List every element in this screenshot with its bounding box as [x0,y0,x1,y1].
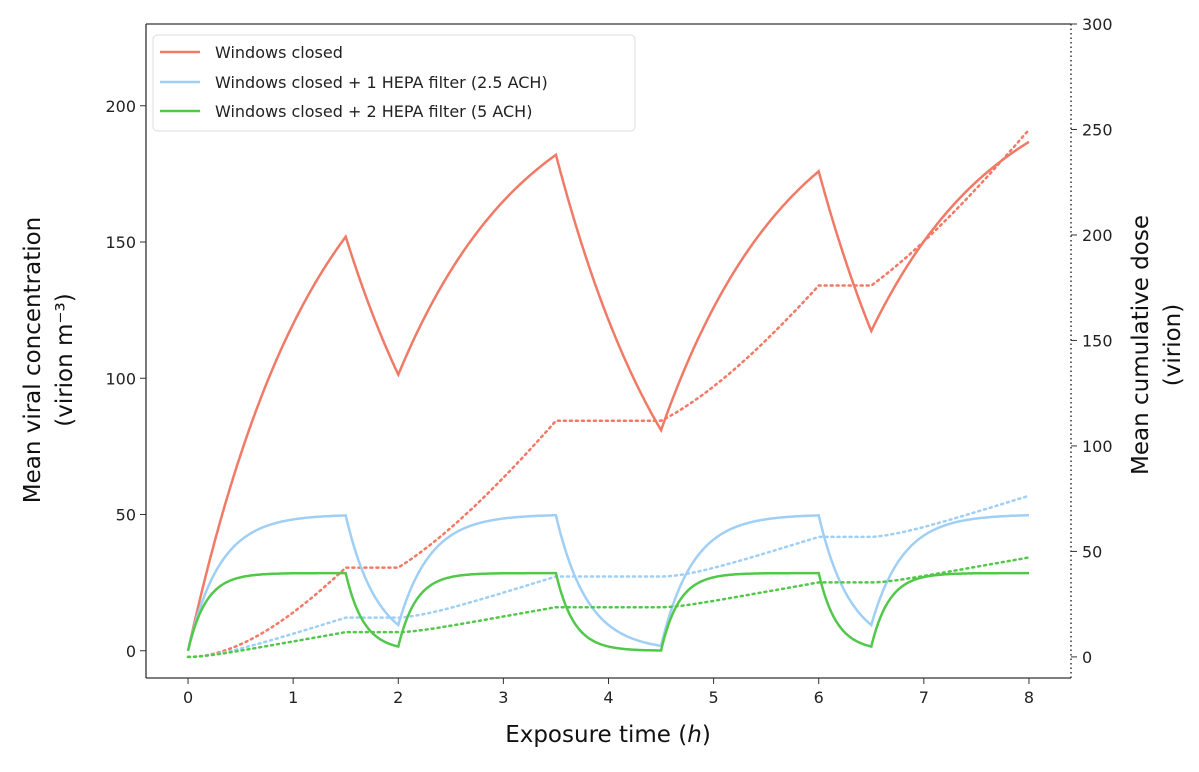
y-axis-left-label-line2: (virion m⁻³) [52,293,78,427]
y-axis-right-label-line2: (virion) [1160,304,1186,386]
ticks: 0 1 2 3 4 5 6 7 8 0 50 100 150 200 0 50 100 150 200 250 300 [105,15,1112,707]
legend-label-1-hepa: Windows closed + 1 HEPA filter (2.5 ACH) [215,73,548,92]
x-tick-label: 5 [709,688,719,707]
series-concentration-line-2 [186,571,1029,652]
y-left-tick-label: 50 [116,506,136,525]
x-tick-label: 2 [393,688,403,707]
series-dose-line-1 [186,494,1031,659]
x-tick-label: 4 [603,688,613,707]
x-tick-label: 7 [919,688,929,707]
y-right-tick-label: 200 [1082,226,1113,245]
x-tick-label: 3 [498,688,508,707]
y-right-tick-label: 50 [1082,542,1102,561]
y-right-tick-label: 250 [1082,120,1113,139]
y-axis-left-label-line1: Mean viral concentration [20,217,46,504]
legend-box [152,34,636,132]
legend-label-2-hepa: Windows closed + 2 HEPA filter (5 ACH) [215,102,532,121]
y-axis-right-label-line1: Mean cumulative dose [1128,215,1154,475]
legend-label-windows-closed: Windows closed [215,43,343,62]
x-axis-label: Exposure time (h) [505,722,711,748]
x-tick-label: 1 [288,688,298,707]
plot-area [186,128,1031,659]
y-left-tick-label: 0 [126,642,136,661]
legend: Windows closed Windows closed + 1 HEPA f… [152,34,636,132]
y-right-tick-label: 0 [1082,648,1092,667]
x-tick-label: 8 [1024,688,1034,707]
x-tick-label: 0 [183,688,193,707]
y-left-tick-label: 150 [105,233,136,252]
y-right-tick-label: 150 [1082,331,1113,350]
series-concentration-line-1 [186,514,1029,652]
series-dose-line-2 [186,556,1031,659]
series-concentration-line-0 [186,140,1030,652]
x-tick-label: 6 [814,688,824,707]
y-left-tick-label: 100 [105,369,136,388]
y-left-tick-label: 200 [105,97,136,116]
y-right-tick-label: 100 [1082,437,1113,456]
y-right-tick-label: 300 [1082,15,1113,34]
series-dose-line-0 [186,128,1031,659]
